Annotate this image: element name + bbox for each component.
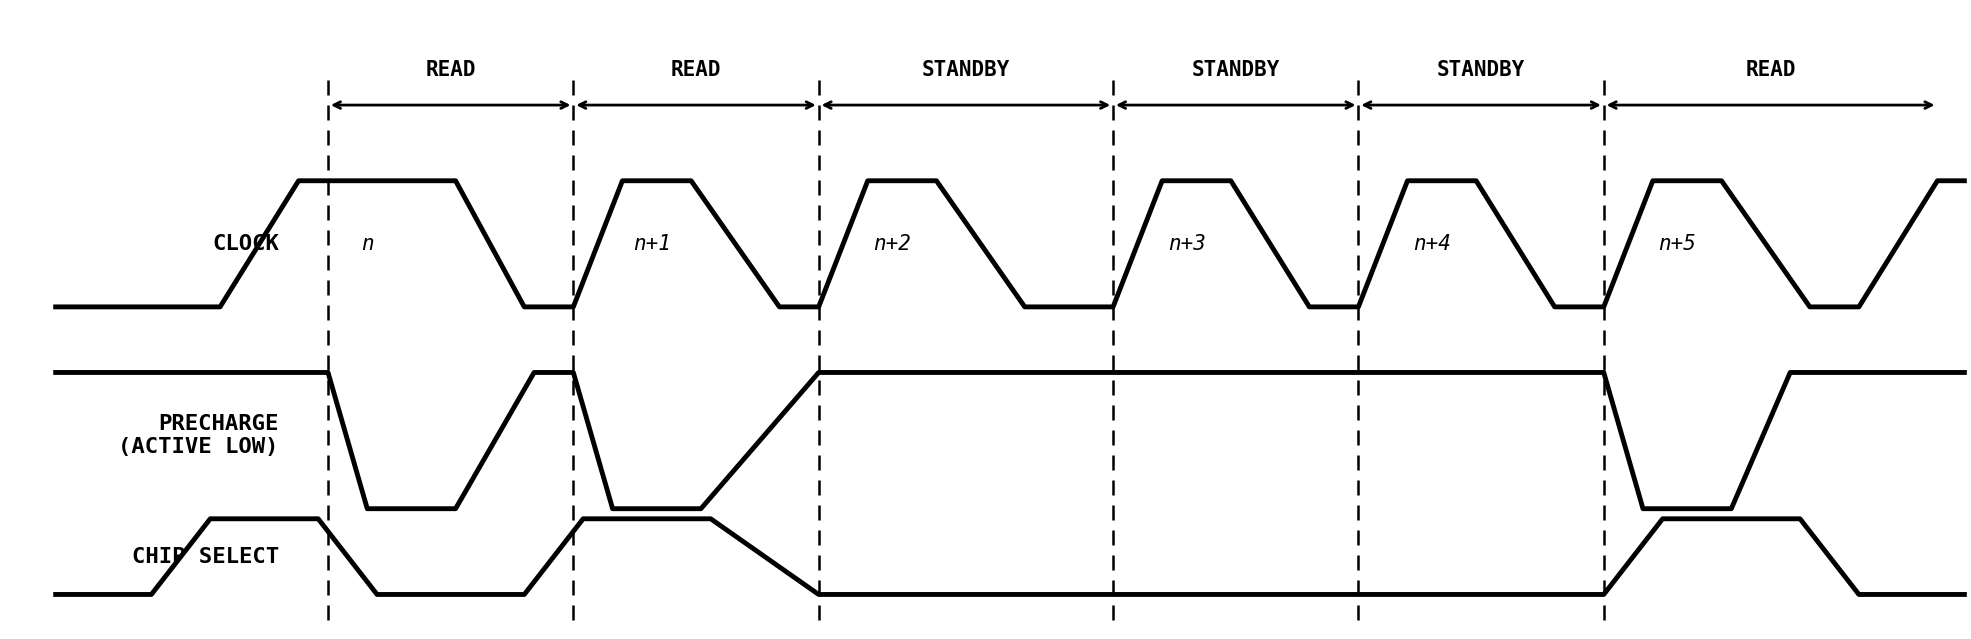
Text: STANDBY: STANDBY [1192, 60, 1279, 80]
Text: n+5: n+5 [1658, 234, 1697, 254]
Text: n+1: n+1 [633, 234, 670, 254]
Text: n+4: n+4 [1413, 234, 1451, 254]
Text: READ: READ [670, 60, 721, 80]
Text: n+3: n+3 [1167, 234, 1206, 254]
Text: PRECHARGE
(ACTIVE LOW): PRECHARGE (ACTIVE LOW) [118, 414, 280, 457]
Text: n: n [361, 234, 374, 254]
Text: STANDBY: STANDBY [1437, 60, 1526, 80]
Text: STANDBY: STANDBY [922, 60, 1009, 80]
Text: READ: READ [426, 60, 475, 80]
Text: READ: READ [1744, 60, 1796, 80]
Text: CHIP SELECT: CHIP SELECT [132, 546, 280, 567]
Text: n+2: n+2 [873, 234, 911, 254]
Text: CLOCK: CLOCK [213, 234, 280, 254]
